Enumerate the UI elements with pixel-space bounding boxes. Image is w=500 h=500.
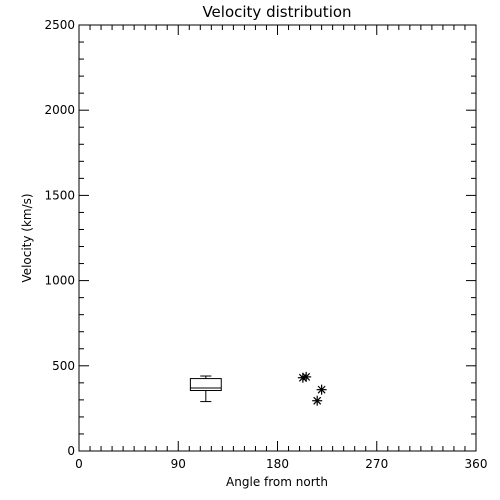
y-tick-labels: 0 500 1000 1500 2000 2500	[44, 18, 75, 458]
scatter-points	[297, 371, 327, 406]
chart-title: Velocity distribution	[202, 3, 351, 21]
boxplot	[189, 375, 222, 403]
x-tick-label: 0	[75, 457, 83, 471]
axis-ticks	[78, 24, 477, 452]
x-tick-label: 270	[365, 457, 388, 471]
y-tick-label: 2500	[44, 18, 75, 32]
x-tick-label: 360	[465, 457, 488, 471]
x-axis-label: Angle from north	[226, 475, 328, 489]
asterisk-stroke	[317, 385, 326, 394]
y-tick-label: 1500	[44, 188, 75, 202]
x-tick-label: 90	[171, 457, 186, 471]
asterisk-stroke	[302, 372, 311, 381]
asterisk-point	[312, 395, 323, 406]
x-tick-labels: 0 90 180 270 360	[75, 457, 487, 471]
asterisk-point	[301, 371, 312, 382]
y-tick-label: 1000	[44, 274, 75, 288]
x-tick-label: 180	[266, 457, 289, 471]
asterisk-point	[316, 384, 327, 395]
y-axis-label: Velocity (km/s)	[20, 193, 34, 282]
y-tick-label: 500	[52, 359, 75, 373]
y-tick-label: 0	[67, 444, 75, 458]
y-tick-label: 2000	[44, 103, 75, 117]
asterisk-stroke	[313, 396, 322, 405]
